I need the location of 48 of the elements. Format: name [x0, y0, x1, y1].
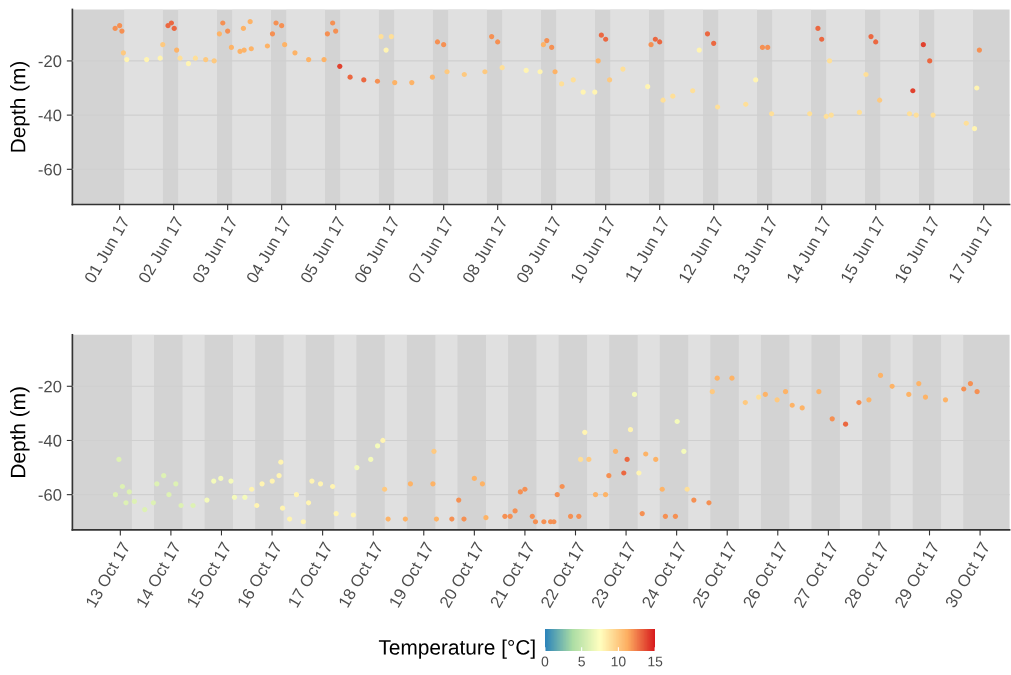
x-tick-label: 14 Oct 17	[135, 541, 182, 608]
x-tick-label: 26 Oct 17	[742, 541, 788, 609]
x-tick-label: 15 Oct 17	[186, 541, 232, 608]
x-tick-label: 04 Jun 17	[245, 215, 292, 284]
x-tick-label: 07 Jun 17	[407, 215, 454, 284]
x-tick-label: 16 Jun 17	[894, 215, 940, 284]
x-tick-label: 05 Jun 17	[299, 215, 346, 284]
x-tick-label: 15 Jun 17	[840, 215, 886, 284]
x-tick-label: 06 Jun 17	[353, 215, 400, 284]
x-tick-label: 12 Jun 17	[678, 215, 724, 284]
x-tick-label: 11 Jun 17	[624, 215, 670, 283]
x-tick-label: 24 Oct 17	[641, 541, 687, 609]
x-tick-label: 17 Jun 17	[948, 215, 994, 284]
y-axis-title: Depth (m)	[10, 61, 30, 152]
x-tick-label: 28 Oct 17	[843, 541, 890, 609]
x-tick-label: 21 Oct 17	[489, 541, 536, 609]
x-tick-label: 29 Oct 17	[894, 541, 940, 609]
color-bar-label: 10	[611, 656, 626, 667]
color-bar-title: Temperature [°C]	[378, 639, 535, 659]
x-tick-label: 02 Jun 17	[137, 215, 184, 284]
x-tick-label: 13 Oct 17	[85, 541, 131, 608]
color-bar-label: 5	[578, 656, 585, 667]
x-tick-label: 22 Oct 17	[540, 541, 586, 609]
x-tick-label: 16 Oct 17	[236, 541, 283, 608]
x-tick-label: 08 Jun 17	[461, 215, 508, 284]
x-tick-label: 30 Oct 17	[944, 541, 991, 609]
x-tick-label: 23 Oct 17	[590, 541, 637, 609]
x-tick-label: 13 Jun 17	[732, 215, 778, 284]
x-tick-label: 01 Jun 17	[83, 215, 130, 284]
y-tick-label: -20	[38, 380, 62, 393]
x-tick-label: 10 Jun 17	[570, 215, 616, 284]
x-tick-label: 25 Oct 17	[691, 541, 738, 609]
y-tick-label: -60	[38, 163, 62, 176]
y-tick-label: -40	[38, 109, 62, 122]
x-tick-label: 03 Jun 17	[191, 215, 238, 284]
x-tick-label: 19 Oct 17	[388, 541, 434, 608]
color-bar-label: 0	[541, 656, 549, 667]
x-tick-label: 27 Oct 17	[793, 541, 839, 609]
x-tick-label: 17 Oct 17	[287, 541, 333, 608]
y-tick-label: -60	[38, 489, 62, 501]
x-tick-label: 20 Oct 17	[439, 541, 485, 609]
x-tick-label: 18 Oct 17	[338, 541, 384, 608]
x-tick-label: 09 Jun 17	[515, 215, 562, 284]
y-tick-label: -40	[38, 434, 62, 447]
color-bar-label: 15	[648, 656, 663, 667]
y-tick-label: -20	[38, 55, 62, 68]
y-axis-title: Depth (m)	[10, 387, 30, 477]
x-tick-label: 14 Jun 17	[786, 215, 832, 284]
